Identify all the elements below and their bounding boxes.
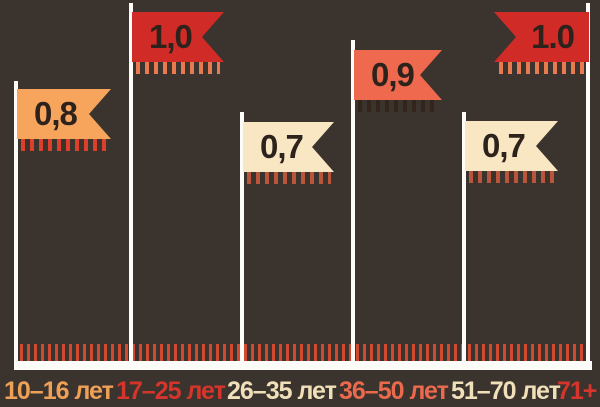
- flag-banner: 0,7: [243, 122, 334, 172]
- axis-label-51-70: 51–70 лет: [451, 377, 561, 405]
- axis-ticks: [20, 344, 590, 361]
- flag-pole: [240, 112, 244, 361]
- flag-fringe: [247, 172, 331, 184]
- axis-baseline: [14, 361, 592, 370]
- flag-pole: [462, 112, 466, 361]
- flag-fringe: [499, 62, 585, 74]
- flag-pole: [129, 3, 133, 361]
- flag-value: 0,8: [34, 95, 77, 132]
- flag-pole: [586, 3, 590, 361]
- flag-value: 0,7: [260, 128, 303, 165]
- flag-banner: 0,7: [465, 121, 558, 171]
- flag-banner: 0,8: [17, 89, 111, 139]
- flag-fringe: [469, 171, 554, 183]
- axis-label-17-25: 17–25 лет: [116, 377, 226, 405]
- flag-value: 1.0: [531, 18, 575, 55]
- axis-label-36-50: 36–50 лет: [339, 377, 449, 405]
- flag-pole: [14, 81, 18, 361]
- flag-banner: 1.0: [494, 12, 589, 62]
- flag-banner: 1,0: [132, 12, 224, 62]
- axis-label-10-16: 10–16 лет: [4, 377, 114, 405]
- axis-label-71-plus: 71+: [557, 377, 597, 405]
- axis-label-26-35: 26–35 лет: [227, 377, 337, 405]
- flag-pole: [351, 40, 355, 361]
- flag-fringe: [21, 139, 107, 151]
- flag-fringe: [358, 100, 439, 112]
- flag-banner: 0,9: [354, 50, 442, 100]
- flag-value: 1,0: [149, 18, 192, 55]
- flag-value: 0,9: [371, 56, 414, 93]
- flag-value: 0,7: [482, 127, 525, 164]
- flag-fringe: [136, 62, 220, 74]
